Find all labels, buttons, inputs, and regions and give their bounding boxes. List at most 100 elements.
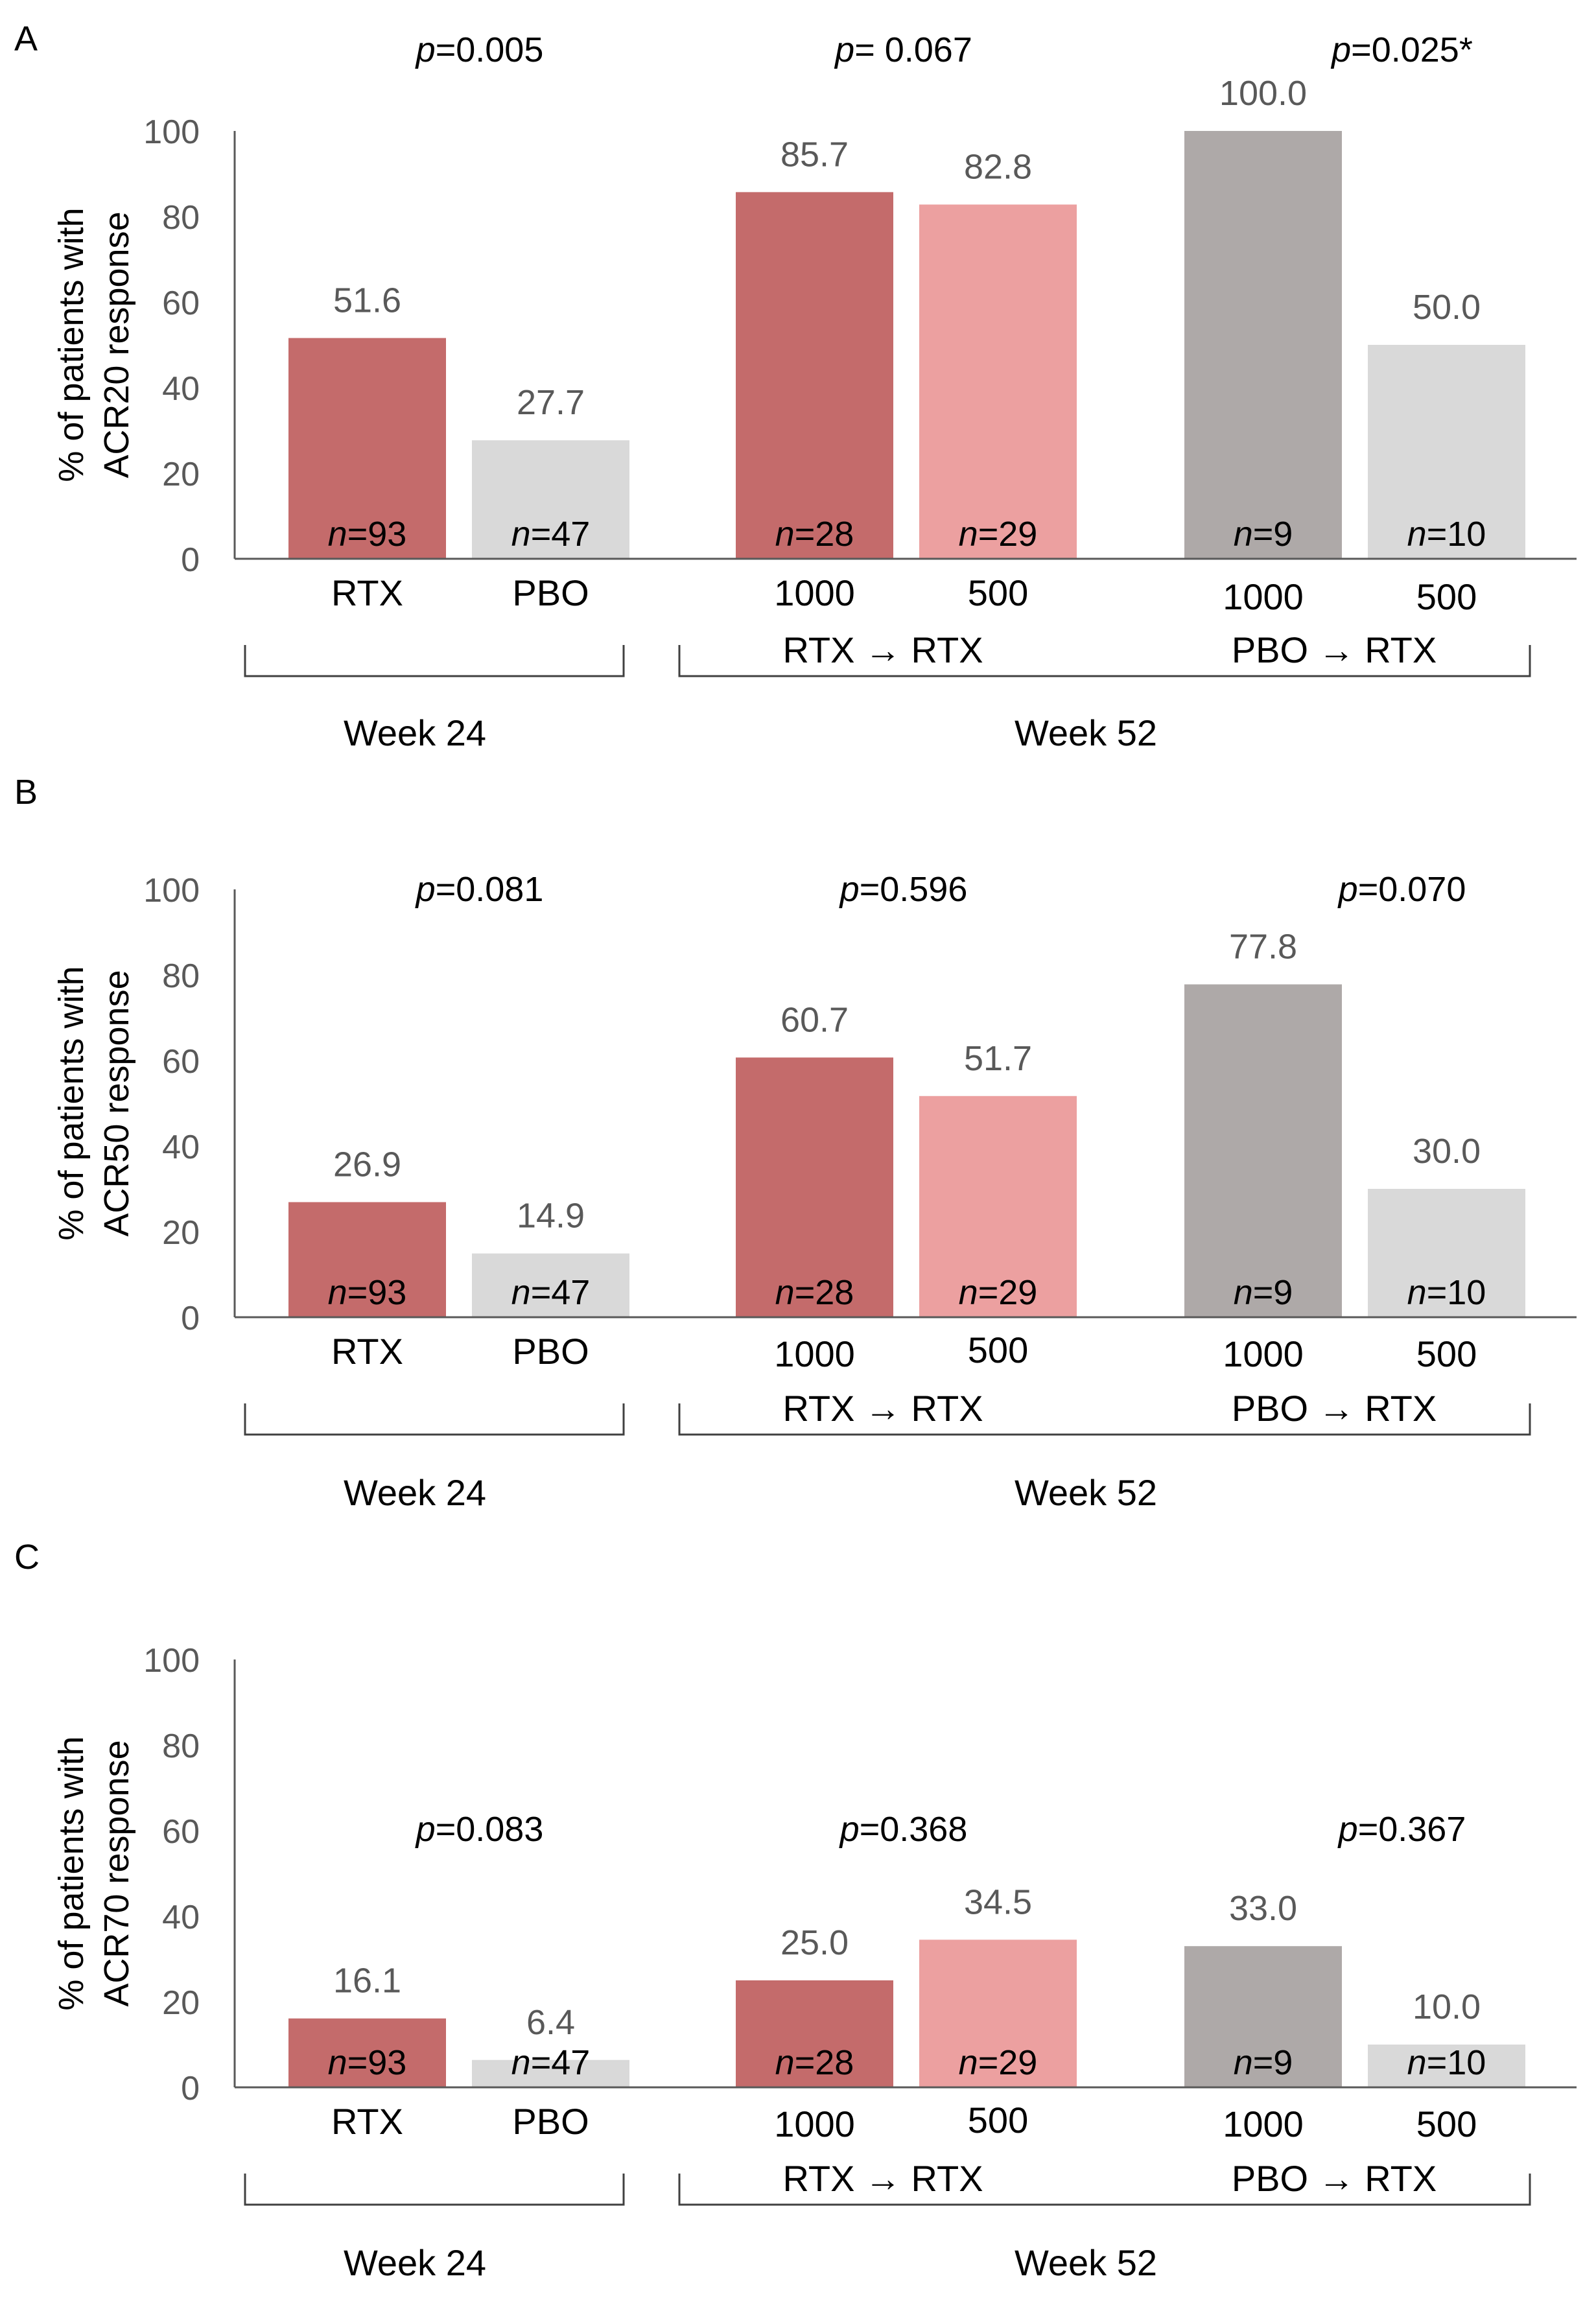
bar-value-label: 6.4 [526,2003,575,2042]
bar-value-label: 82.8 [964,148,1032,187]
y-tick-label: 60 [162,1813,200,1851]
p-value-label: p= 0.067 [834,30,972,69]
bar-n-label-value: =10 [1427,1273,1486,1312]
bar-n-label: n=93 [328,1273,407,1312]
bar-n-label-italic: n [775,2043,795,2082]
x-category-label: 500 [968,2100,1028,2140]
y-axis-title-line-1: % of patients with [52,207,91,482]
y-tick-label: 20 [162,1214,200,1252]
group-label: PBO → RTX [1232,2158,1437,2199]
p-value-label-italic: p [1330,30,1351,69]
p-value-label-italic: p [1337,870,1358,909]
x-category-label: RTX [331,572,403,613]
y-tick-label: 0 [181,2070,200,2107]
bar [919,204,1077,559]
bar-n-label-italic: n [959,515,978,554]
bar-value-label: 14.9 [517,1197,585,1236]
x-category-label: 1000 [774,1333,855,1374]
panel-letter: B [14,773,38,812]
bracket-week-52 [678,645,1531,677]
bar [472,440,629,559]
bar [1368,2045,1525,2087]
bar-n-label: n=9 [1234,1273,1293,1312]
y-axis-title: % of patients with ACR20 response [52,207,136,482]
p-value-label-value: =0.083 [436,1810,544,1849]
bar-n-label: n=47 [511,1273,591,1312]
y-tick-label: 20 [162,1984,200,2022]
bar-value-label: 60.7 [780,1000,849,1039]
x-category-label: 1000 [1223,1333,1304,1374]
x-category-label: PBO [512,572,589,613]
bar-value-label: 16.1 [333,1962,401,2000]
bar-n-label-italic: n [1407,1273,1427,1312]
bar-value-label: 50.0 [1413,288,1481,327]
bar-n-label-italic: n [1234,2043,1253,2082]
p-value-label-italic: p [415,870,436,909]
bar-value-label: 27.7 [517,383,585,422]
group-label: RTX → RTX [782,2158,983,2199]
bar-n-label-value: =9 [1253,515,1293,554]
bar [1184,984,1342,1317]
bar-n-label: n=47 [511,2043,591,2082]
bar [288,1202,446,1317]
week-label: Week 24 [344,1472,486,1513]
bar-n-label: n=10 [1407,2043,1486,2082]
p-value-label: p=0.083 [415,1810,544,1849]
bar-n-label: n=9 [1234,2043,1293,2082]
bar [919,1940,1077,2087]
week-label: Week 52 [1015,1472,1157,1513]
x-category-label: RTX [331,2101,403,2142]
bar-n-label-italic: n [511,515,531,554]
bar-n-label-italic: n [328,515,347,554]
bracket-week-24 [244,1403,625,1436]
y-axis-title-line-2: ACR70 response [97,1740,136,2006]
bar-value-label: 26.9 [333,1145,401,1184]
bar-n-label-value: =47 [531,2043,591,2082]
y-axis-title: % of patients with ACR70 response [52,1736,136,2010]
bar-n-label-italic: n [511,2043,531,2082]
x-category-label: 1000 [774,2104,855,2144]
x-category-label: PBO [512,2101,589,2142]
p-value-label-italic: p [415,30,436,69]
bar-n-label: n=29 [959,515,1038,554]
panel-letter: A [14,19,38,58]
p-value-label-italic: p [415,1810,436,1849]
bar-value-label: 85.7 [780,135,849,174]
bar-value-label: 10.0 [1413,1987,1481,2026]
p-value-label-value: =0.005 [436,30,544,69]
group-label: PBO → RTX [1232,1388,1437,1429]
x-category-label: 1000 [1223,2104,1304,2144]
y-axis-title-line-1: % of patients with [52,1736,91,2010]
bar-value-label: 100.0 [1219,74,1307,113]
bar [1368,1189,1525,1317]
bar-n-label-italic: n [775,515,795,554]
bar-n-label-italic: n [1407,515,1427,554]
bar-n-label-value: =9 [1253,2043,1293,2082]
y-axis-title-line-2: ACR50 response [97,970,136,1236]
bar-value-label: 25.0 [780,1923,849,1962]
p-value-label-value: =0.081 [436,870,544,909]
p-value-label-italic: p [834,30,854,69]
bar [1184,1946,1342,2087]
p-value-label: p=0.368 [839,1810,968,1849]
panel-letter: C [14,1538,40,1577]
p-value-label: p=0.596 [839,870,968,909]
bar-n-label-value: =93 [347,515,407,554]
bar-n-label: n=28 [775,515,854,554]
bar-n-label-value: =93 [347,2043,407,2082]
bar-n-label-italic: n [328,2043,347,2082]
week-label: Week 52 [1015,2242,1157,2283]
week-label: Week 24 [344,2242,486,2283]
bracket-week-52 [678,2174,1531,2206]
bar-n-label-value: =10 [1427,515,1486,554]
week-label: Week 52 [1015,712,1157,753]
p-value-label-italic: p [839,1810,860,1849]
bar-n-label-value: =9 [1253,1273,1293,1312]
bar-n-label-value: =29 [978,1273,1038,1312]
bar [1184,131,1342,559]
y-tick-label: 20 [162,456,200,493]
bar [919,1096,1077,1317]
bar-n-label-italic: n [511,1273,531,1312]
x-category-label: 500 [1416,1333,1477,1374]
